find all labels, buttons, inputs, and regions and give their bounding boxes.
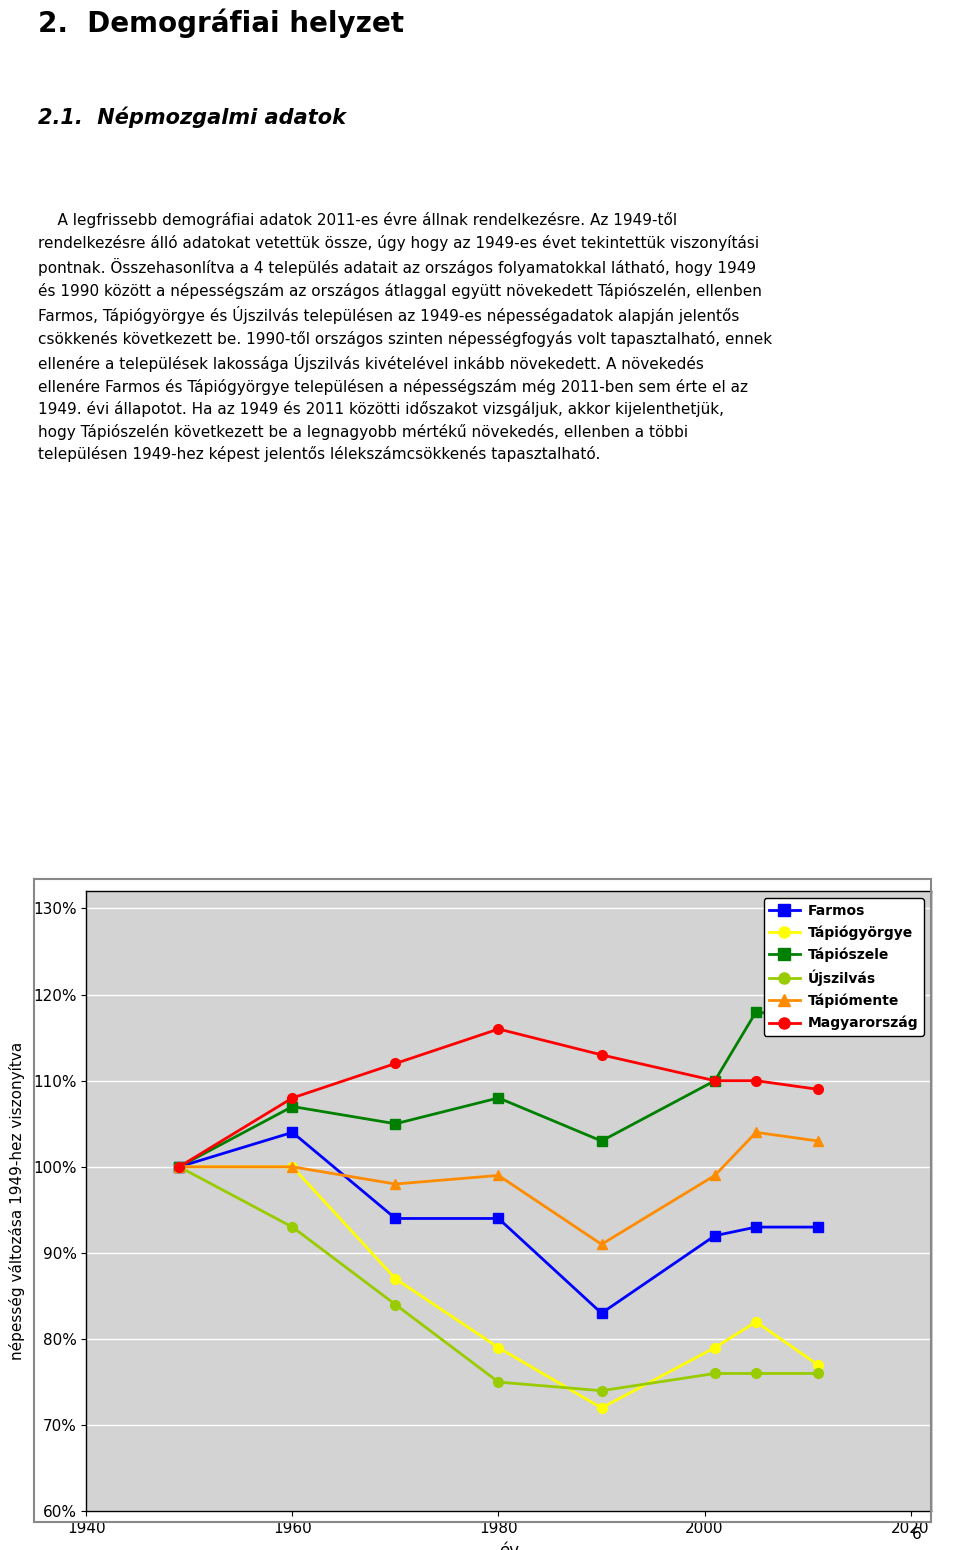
Farmos [596, 1304, 608, 1322]
X-axis label: év: év [499, 1542, 518, 1550]
Tápiószele [174, 1158, 185, 1176]
Tápiószele [596, 1132, 608, 1150]
Újszilvás [596, 1381, 608, 1400]
Magyarország [596, 1046, 608, 1065]
Farmos [287, 1124, 299, 1142]
Tápiógyörgye [390, 1269, 401, 1288]
Line: Farmos: Farmos [175, 1127, 823, 1318]
Text: 2.1.  Népmozgalmi adatok: 2.1. Népmozgalmi adatok [38, 105, 347, 127]
Újszilvás [709, 1364, 721, 1383]
Tápiómente [492, 1166, 504, 1184]
Magyarország [709, 1071, 721, 1090]
Text: 6: 6 [912, 1527, 922, 1542]
Tápiószele [751, 1003, 762, 1021]
Tápiószele [709, 1071, 721, 1090]
Tápiószele [812, 1011, 824, 1029]
Magyarország [751, 1071, 762, 1090]
Újszilvás [492, 1373, 504, 1392]
Tápiómente [812, 1132, 824, 1150]
Tápiógyörgye [709, 1338, 721, 1356]
Farmos [812, 1218, 824, 1237]
Tápiószele [390, 1114, 401, 1133]
Magyarország [390, 1054, 401, 1073]
Line: Tápiószele: Tápiószele [175, 1008, 823, 1172]
Tápiógyörgye [492, 1338, 504, 1356]
Farmos [390, 1209, 401, 1228]
Legend: Farmos, Tápiógyörgye, Tápiószele, Újszilvás, Tápiómente, Magyarország: Farmos, Tápiógyörgye, Tápiószele, Újszil… [763, 897, 924, 1035]
Line: Magyarország: Magyarország [175, 1025, 823, 1172]
Tápiómente [596, 1235, 608, 1254]
Line: Tápiógyörgye: Tápiógyörgye [175, 1162, 823, 1412]
Y-axis label: népesség változása 1949-hez viszonyítva: népesség változása 1949-hez viszonyítva [9, 1042, 25, 1361]
Tápiógyörgye [751, 1313, 762, 1331]
Tápiószele [492, 1088, 504, 1107]
Farmos [492, 1209, 504, 1228]
Újszilvás [390, 1296, 401, 1314]
Text: 2.  Demográfiai helyzet: 2. Demográfiai helyzet [38, 9, 404, 39]
Text: A legfrissebb demográfiai adatok 2011-es évre állnak rendelkezésre. Az 1949-től
: A legfrissebb demográfiai adatok 2011-es… [38, 212, 773, 462]
Tápiómente [287, 1158, 299, 1176]
Farmos [709, 1226, 721, 1245]
Tápiómente [751, 1124, 762, 1142]
Tápiógyörgye [287, 1158, 299, 1176]
Újszilvás [287, 1218, 299, 1237]
Tápiógyörgye [174, 1158, 185, 1176]
Tápiómente [174, 1158, 185, 1176]
Line: Újszilvás: Újszilvás [175, 1162, 823, 1395]
Tápiómente [709, 1166, 721, 1184]
Újszilvás [812, 1364, 824, 1383]
Tápiógyörgye [596, 1398, 608, 1417]
Line: Tápiómente: Tápiómente [175, 1127, 823, 1249]
Magyarország [174, 1158, 185, 1176]
Újszilvás [751, 1364, 762, 1383]
Tápiómente [390, 1175, 401, 1194]
Magyarország [812, 1080, 824, 1099]
Tápiószele [287, 1097, 299, 1116]
Farmos [174, 1158, 185, 1176]
Magyarország [492, 1020, 504, 1038]
Tápiógyörgye [812, 1356, 824, 1375]
Farmos [751, 1218, 762, 1237]
Magyarország [287, 1088, 299, 1107]
Újszilvás [174, 1158, 185, 1176]
